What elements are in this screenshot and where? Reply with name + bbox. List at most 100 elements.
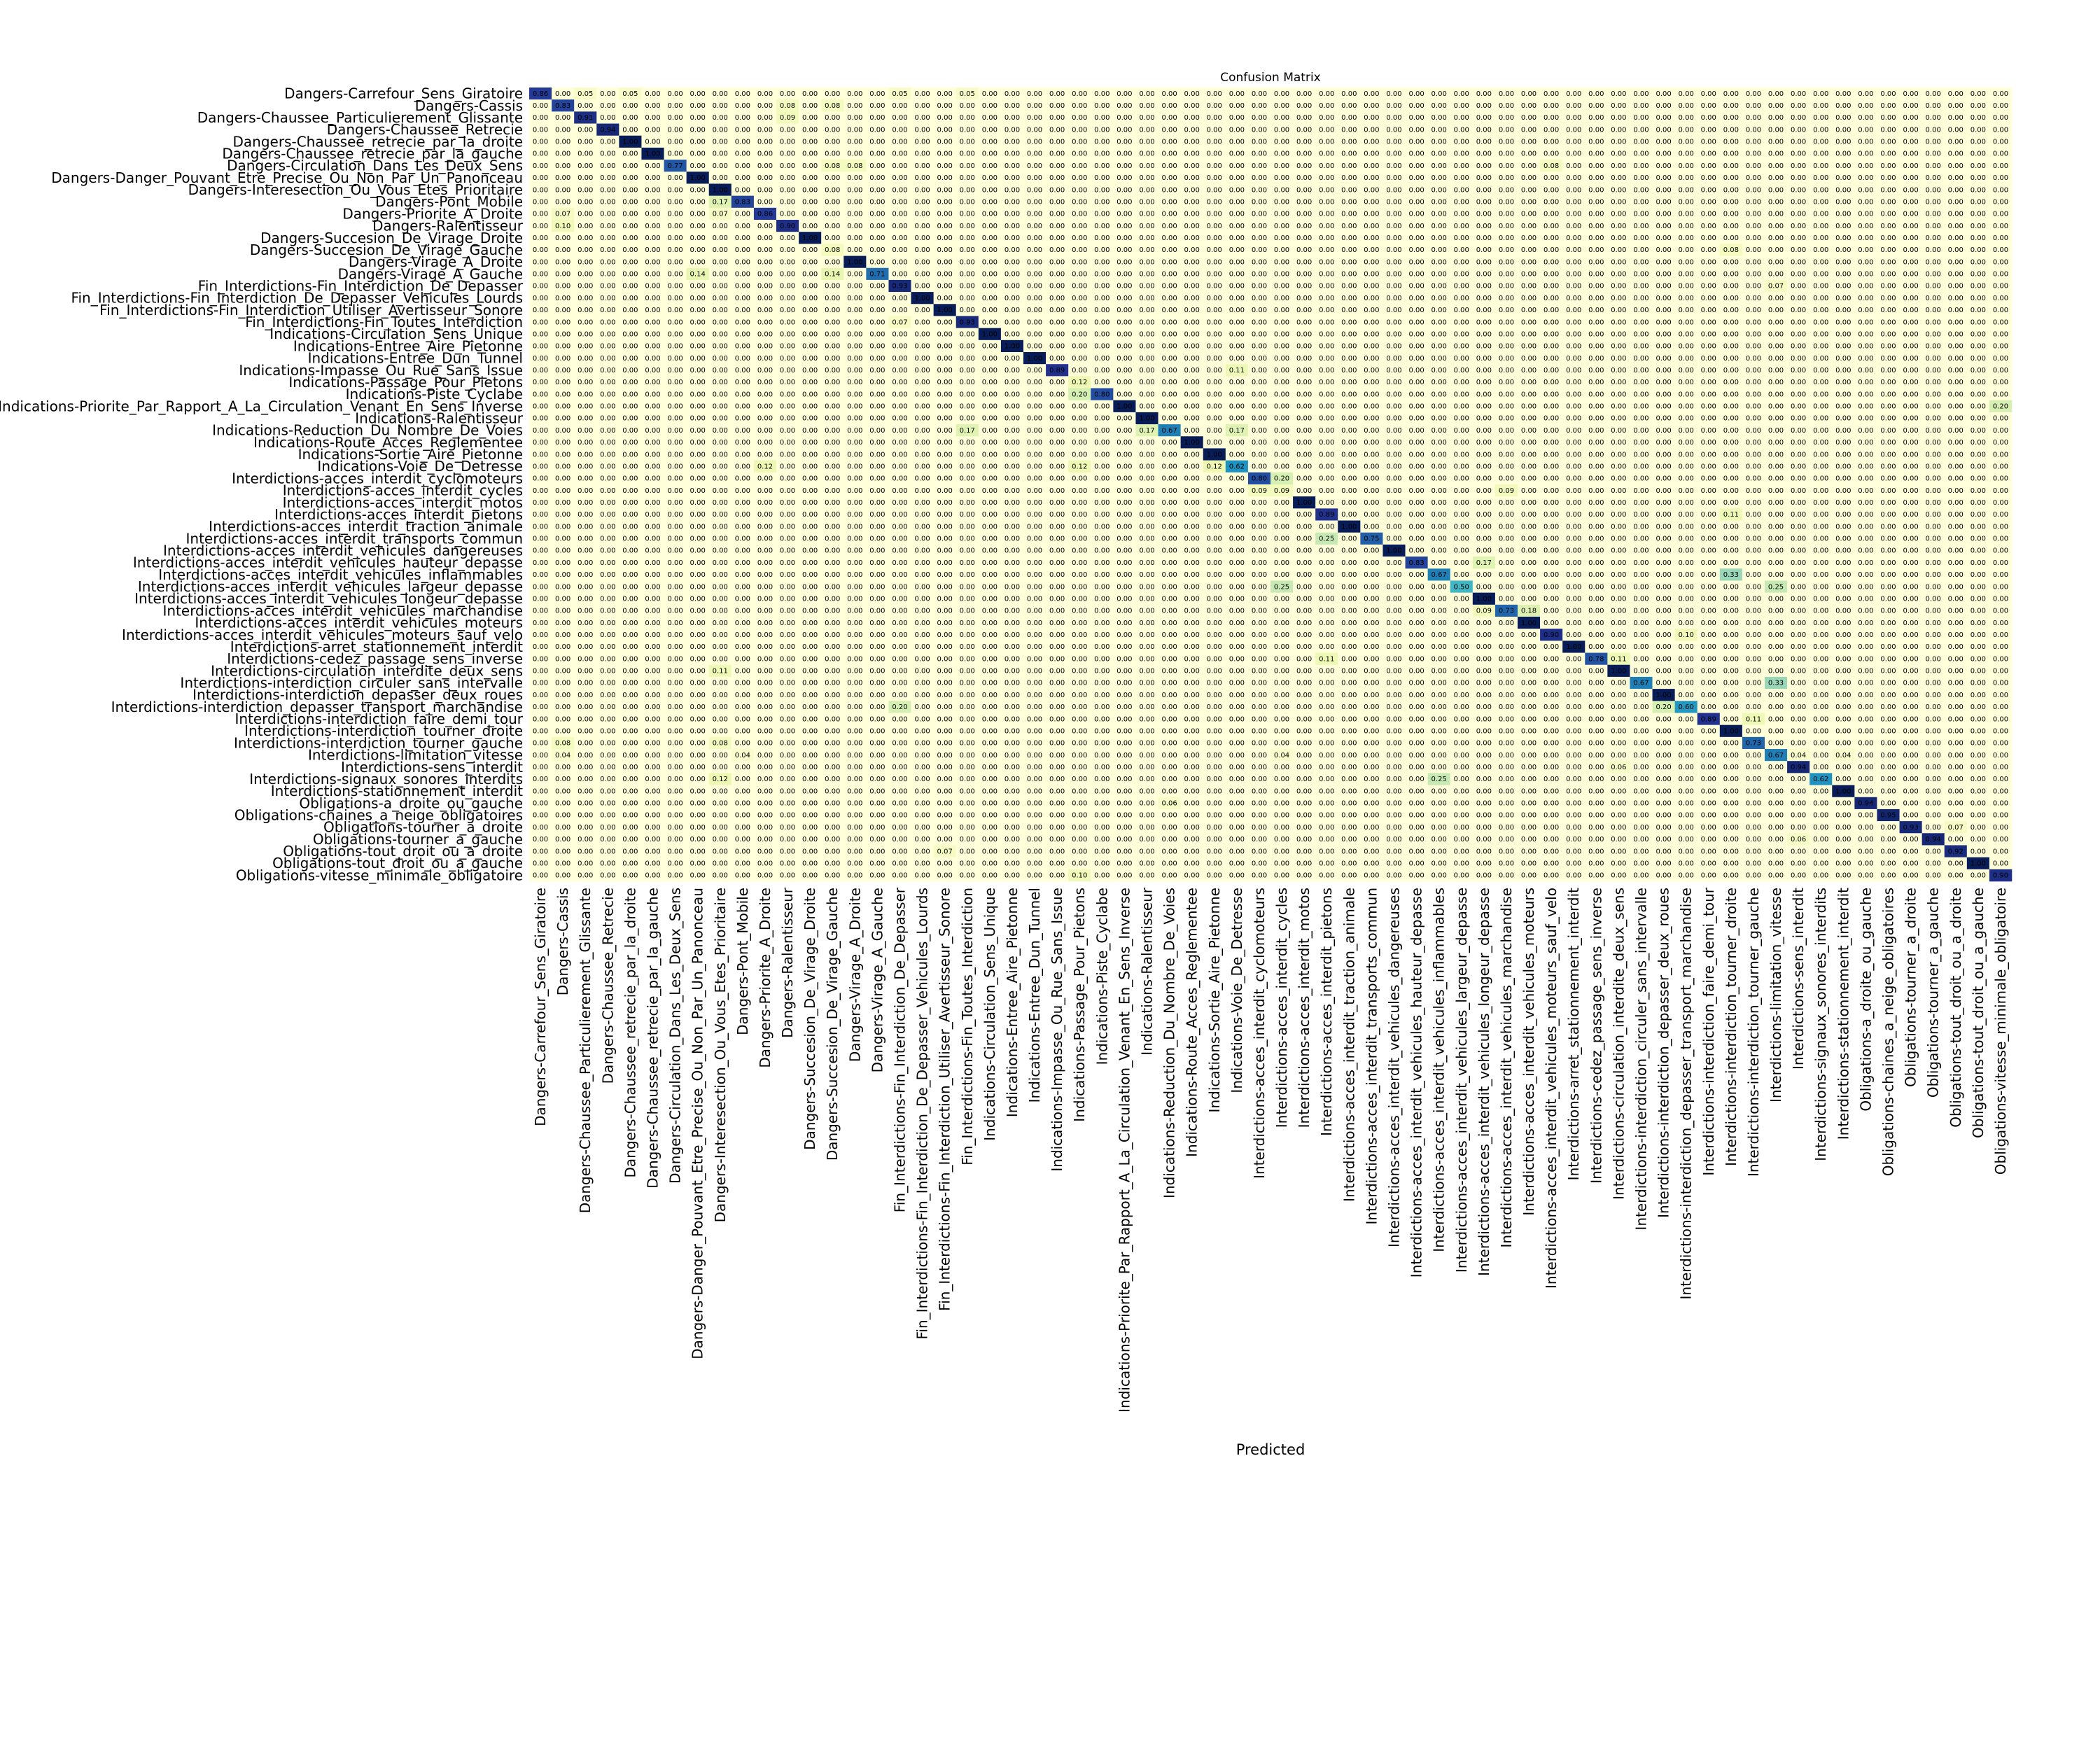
cell-value-label: 0.00 bbox=[1049, 536, 1065, 543]
cell-value-label: 0.00 bbox=[780, 126, 795, 134]
cell-value-label: 0.00 bbox=[1544, 511, 1559, 519]
cell-value-label: 0.00 bbox=[735, 487, 750, 495]
cell-value-label: 0.00 bbox=[555, 126, 570, 134]
cell-value-label: 0.00 bbox=[1184, 499, 1200, 507]
cell-value-label: 0.00 bbox=[1408, 223, 1424, 230]
cell-value-label: 0.00 bbox=[780, 295, 795, 302]
cell-value-label: 0.00 bbox=[1319, 283, 1334, 290]
cell-value-label: 0.00 bbox=[892, 246, 907, 254]
cell-value-label: 0.00 bbox=[1499, 246, 1514, 254]
cell-value-label: 0.00 bbox=[1880, 427, 1896, 435]
cell-value-label: 0.00 bbox=[1791, 162, 1806, 170]
cell-value-label: 0.00 bbox=[1408, 439, 1424, 447]
cell-value-label: 0.00 bbox=[1880, 511, 1896, 519]
cell-value-label: 0.00 bbox=[1588, 114, 1604, 122]
cell-value-label: 0.00 bbox=[1679, 343, 1694, 351]
cell-value-label: 0.00 bbox=[1835, 451, 1851, 458]
cell-value-label: 0.00 bbox=[1229, 536, 1245, 543]
cell-value-label: 0.00 bbox=[1880, 139, 1896, 146]
cell-value-label: 0.00 bbox=[869, 391, 885, 398]
cell-value-label: 0.00 bbox=[1161, 536, 1177, 543]
cell-value-label: 0.00 bbox=[578, 379, 593, 386]
cell-value-label: 0.00 bbox=[1252, 391, 1267, 398]
cell-value-label: 0.00 bbox=[1723, 379, 1739, 386]
cell-value-label: 0.00 bbox=[1094, 487, 1110, 495]
cell-value-label: 0.00 bbox=[1049, 283, 1065, 290]
cell-value-label: 0.00 bbox=[533, 487, 548, 495]
cell-value-label: 0.00 bbox=[1476, 487, 1492, 495]
cell-value-label: 0.00 bbox=[1229, 307, 1245, 314]
cell-value-label: 0.00 bbox=[937, 139, 953, 146]
cell-value-label: 0.00 bbox=[1139, 355, 1154, 363]
cell-value-label: 0.00 bbox=[1296, 283, 1312, 290]
cell-value-label: 0.00 bbox=[1679, 355, 1694, 363]
cell-value-label: 0.00 bbox=[1094, 114, 1110, 122]
cell-value-label: 0.00 bbox=[1408, 463, 1424, 470]
cell-value-label: 1.00 bbox=[1296, 499, 1312, 507]
cell-value-label: 0.00 bbox=[825, 283, 840, 290]
cell-value-label: 0.00 bbox=[1903, 343, 1918, 351]
cell-value-label: 0.00 bbox=[1476, 246, 1492, 254]
cell-value-label: 0.00 bbox=[1364, 211, 1379, 218]
cell-value-label: 0.00 bbox=[1341, 258, 1357, 266]
cell-value-label: 0.00 bbox=[1476, 536, 1492, 543]
cell-value-label: 0.00 bbox=[757, 427, 773, 435]
cell-value-label: 0.00 bbox=[847, 523, 862, 531]
cell-value-label: 0.00 bbox=[1835, 234, 1851, 242]
cell-value-label: 0.00 bbox=[1588, 211, 1604, 218]
cell-value-label: 0.00 bbox=[1004, 283, 1020, 290]
cell-value-label: 0.00 bbox=[533, 234, 548, 242]
cell-value-label: 0.00 bbox=[1746, 283, 1761, 290]
cell-value-label: 0.00 bbox=[847, 114, 862, 122]
cell-value-label: 0.00 bbox=[1813, 391, 1828, 398]
cell-value-label: 0.00 bbox=[1229, 246, 1245, 254]
cell-value-label: 0.00 bbox=[1386, 330, 1401, 338]
cell-value-label: 0.00 bbox=[1993, 367, 2008, 374]
cell-value-label: 1.00 bbox=[1184, 439, 1200, 447]
cell-value-label: 0.00 bbox=[1723, 198, 1739, 206]
cell-value-label: 0.00 bbox=[578, 463, 593, 470]
cell-value-label: 0.00 bbox=[1499, 343, 1514, 351]
cell-value-label: 0.00 bbox=[1768, 150, 1784, 158]
cell-value-label: 0.00 bbox=[1723, 355, 1739, 363]
cell-value-label: 0.00 bbox=[802, 487, 818, 495]
cell-value-label: 0.00 bbox=[1454, 102, 1469, 110]
cell-value-label: 0.00 bbox=[1454, 499, 1469, 507]
cell-value-label: 0.00 bbox=[869, 102, 885, 110]
cell-value-label: 0.00 bbox=[1970, 126, 1986, 134]
cell-value-label: 0.12 bbox=[757, 463, 773, 470]
cell-value-label: 0.00 bbox=[1296, 258, 1312, 266]
cell-value-label: 0.00 bbox=[1880, 246, 1896, 254]
cell-value-label: 0.00 bbox=[1993, 102, 2008, 110]
cell-value-label: 0.00 bbox=[1926, 451, 1941, 458]
cell-value-label: 0.00 bbox=[914, 475, 930, 483]
cell-value-label: 0.00 bbox=[847, 223, 862, 230]
cell-value-label: 0.00 bbox=[622, 523, 638, 531]
cell-value-label: 0.00 bbox=[869, 463, 885, 470]
cell-value-label: 0.00 bbox=[1926, 330, 1941, 338]
cell-value-label: 0.00 bbox=[982, 391, 997, 398]
cell-value-label: 0.00 bbox=[1386, 90, 1401, 98]
cell-value-label: 0.00 bbox=[892, 174, 907, 182]
cell-value-label: 0.00 bbox=[1184, 403, 1200, 411]
cell-value-label: 0.00 bbox=[914, 102, 930, 110]
cell-value-label: 0.00 bbox=[1139, 439, 1154, 447]
cell-value-label: 0.00 bbox=[1049, 102, 1065, 110]
cell-value-label: 0.00 bbox=[914, 150, 930, 158]
cell-value-label: 0.00 bbox=[1274, 114, 1289, 122]
cell-value-label: 0.00 bbox=[1768, 439, 1784, 447]
cell-value-label: 0.00 bbox=[1161, 330, 1177, 338]
cell-value-label: 0.00 bbox=[1993, 150, 2008, 158]
cell-value-label: 0.00 bbox=[892, 150, 907, 158]
cell-value-label: 0.00 bbox=[1880, 463, 1896, 470]
cell-value-label: 0.00 bbox=[825, 90, 840, 98]
cell-value-label: 0.00 bbox=[1499, 379, 1514, 386]
cell-value-label: 0.00 bbox=[1566, 150, 1581, 158]
cell-value-label: 0.00 bbox=[578, 295, 593, 302]
cell-value-label: 0.00 bbox=[892, 114, 907, 122]
cell-value-label: 0.00 bbox=[1207, 536, 1222, 543]
cell-value-label: 0.00 bbox=[1296, 475, 1312, 483]
cell-value-label: 0.00 bbox=[690, 258, 706, 266]
cell-value-label: 0.00 bbox=[1004, 234, 1020, 242]
cell-value-label: 0.00 bbox=[1116, 198, 1132, 206]
